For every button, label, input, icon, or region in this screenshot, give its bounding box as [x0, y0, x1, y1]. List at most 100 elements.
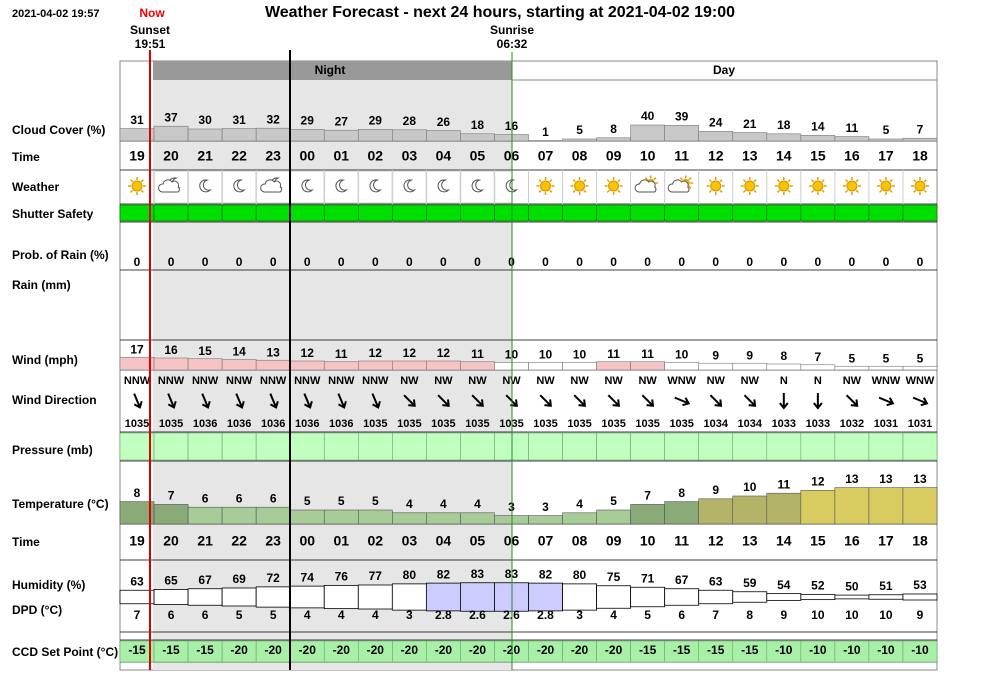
- hour: 23: [265, 533, 281, 549]
- humidity-value: 67: [198, 573, 212, 587]
- wind-bar: [187, 358, 223, 371]
- sun: [608, 180, 620, 192]
- ccd-value: -10: [809, 643, 827, 657]
- wind-dir: NNW: [260, 375, 287, 387]
- cloud-value: 32: [267, 112, 281, 126]
- humidity-bar: [357, 584, 393, 610]
- sun: [131, 180, 143, 192]
- weather-cell: [495, 172, 528, 202]
- rain-prob-value: 0: [270, 255, 277, 269]
- wind-bar: [153, 357, 189, 371]
- wind-value: 11: [471, 347, 484, 361]
- pressure-value: 1035: [159, 418, 183, 430]
- pressure-cell: [868, 432, 904, 461]
- shutter-cell: [323, 204, 359, 222]
- shutter-cell: [834, 204, 870, 222]
- sun-ray: [742, 189, 747, 193]
- wind-dir: WNW: [872, 375, 901, 387]
- humidity-value: 59: [743, 576, 757, 590]
- dpd-value: 5: [236, 608, 243, 622]
- shutter-cell: [494, 204, 529, 222]
- hour: 19: [129, 148, 145, 164]
- temp-value: 9: [712, 483, 719, 497]
- wind-arrow: [674, 396, 691, 407]
- hour: 01: [333, 533, 349, 549]
- cloud-bar: [596, 137, 631, 142]
- sun-ray: [538, 189, 542, 193]
- wind-dir: NW: [400, 375, 419, 387]
- row-label: Wind Direction: [12, 393, 97, 407]
- pressure-cell: [766, 432, 802, 461]
- temp-bar: [494, 515, 529, 525]
- row-label: Prob. of Rain (%): [12, 248, 109, 262]
- ccd-value: -20: [571, 643, 589, 657]
- humidity-value: 51: [879, 579, 893, 593]
- temp-bar: [766, 492, 802, 525]
- temp-value: 6: [236, 491, 243, 505]
- shutter-cell: [800, 204, 836, 222]
- hour: 07: [538, 533, 554, 549]
- cloud-bar: [357, 129, 393, 142]
- humidity-value: 52: [811, 579, 825, 593]
- wind-value: 12: [437, 346, 451, 360]
- humidity-bar: [562, 583, 597, 611]
- wind-dir: NNW: [124, 375, 151, 387]
- wind-value: 8: [780, 349, 787, 363]
- wind-arrow: [813, 393, 823, 410]
- wind-dir: NW: [434, 375, 453, 387]
- shutter-cell: [187, 204, 223, 222]
- hour: 16: [844, 533, 860, 549]
- ccd-value: -15: [162, 643, 180, 657]
- cloud-bar: [800, 135, 836, 142]
- rain-prob-value: 0: [576, 255, 583, 269]
- ccd-cell: [902, 640, 938, 663]
- cloud-value: 5: [883, 123, 890, 137]
- wind-value: 9: [712, 348, 719, 362]
- temp-bar: [664, 501, 700, 525]
- dpd-value: 4: [338, 608, 345, 622]
- hour: 02: [368, 148, 384, 164]
- shutter-cell: [460, 204, 495, 222]
- sun: [710, 180, 722, 192]
- sun-ray: [708, 179, 713, 183]
- rain-prob-value: 0: [236, 255, 243, 269]
- temp-bar: [221, 506, 257, 525]
- ccd-value: -10: [877, 643, 895, 657]
- wind-dir: NW: [707, 375, 726, 387]
- sun-ray: [753, 179, 757, 183]
- cloud-value: 24: [709, 116, 723, 130]
- cloud-value: 8: [610, 122, 617, 136]
- temp-value: 4: [576, 497, 583, 511]
- sun: [574, 180, 586, 192]
- shutter-cell: [630, 204, 665, 222]
- cloud-bar: [630, 124, 665, 142]
- rain-prob-value: 0: [610, 255, 617, 269]
- pressure-cell: [323, 432, 359, 461]
- sun-ray: [889, 189, 893, 193]
- sun-ray: [606, 189, 610, 193]
- temp-value: 12: [811, 475, 825, 489]
- cloud-value: 5: [576, 123, 583, 137]
- hour: 00: [299, 533, 315, 549]
- temp-bar: [596, 509, 631, 525]
- sun-ray: [776, 179, 781, 183]
- temp-bar: [902, 487, 938, 525]
- humidity-bar: [800, 593, 836, 601]
- wind-arrow: [709, 394, 723, 407]
- rain-prob-value: 0: [202, 255, 209, 269]
- cloud-value: 21: [743, 117, 757, 131]
- wind-value: 7: [815, 350, 822, 364]
- humidity-bar: [596, 585, 632, 609]
- cloud-value: 18: [471, 118, 485, 132]
- humidity-bar: [834, 594, 870, 600]
- cloud-bar: [766, 133, 802, 142]
- wind-value: 10: [573, 348, 587, 362]
- cloud-value: 7: [917, 122, 924, 136]
- wind-bar: [392, 360, 427, 371]
- dpd-value: 4: [610, 608, 617, 622]
- sun-ray: [719, 189, 723, 193]
- weather-cell: [461, 172, 494, 202]
- temp-bar: [630, 504, 665, 525]
- sun: [914, 180, 926, 192]
